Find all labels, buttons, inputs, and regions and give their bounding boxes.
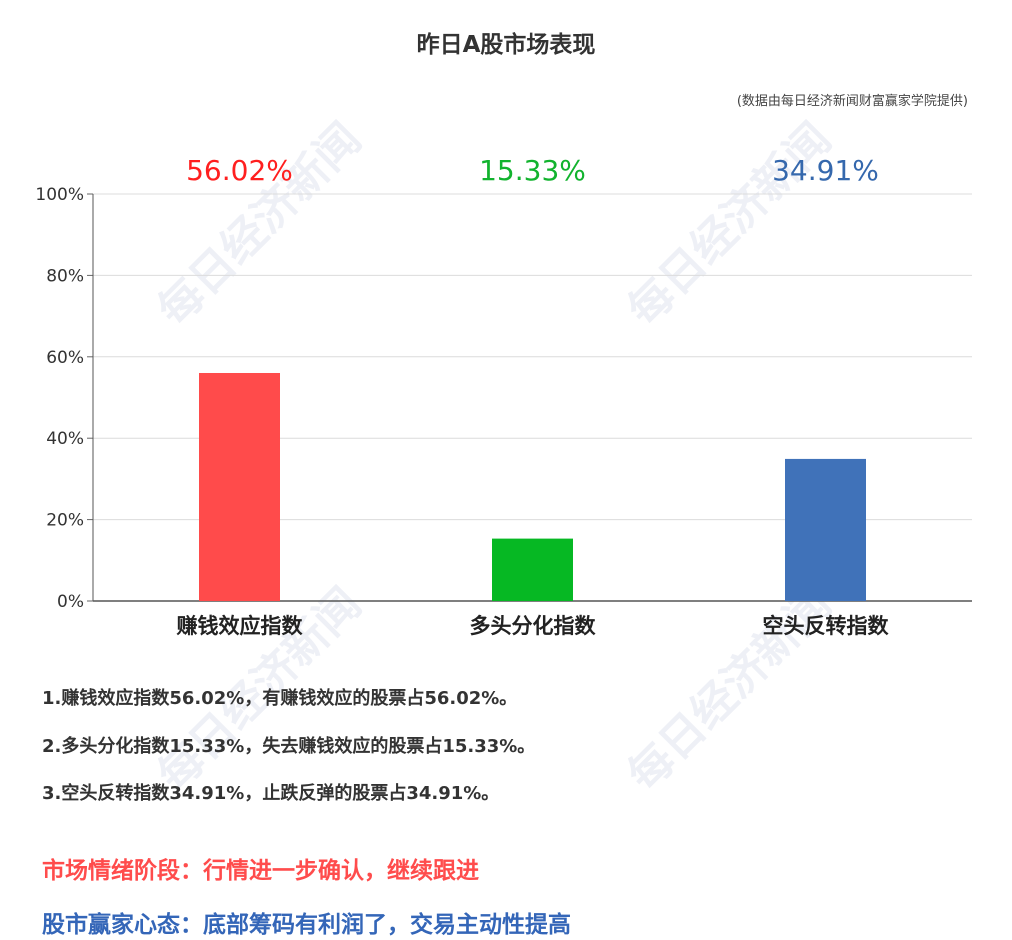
bars — [199, 372, 866, 601]
bar-value-label: 34.91% — [772, 154, 879, 187]
category-label: 赚钱效应指数 — [177, 614, 304, 638]
bar — [785, 458, 866, 601]
x-axis-labels: 赚钱效应指数 多头分化指数 空头反转指数 — [177, 614, 890, 638]
note-line-1: 1.赚钱效应指数56.02%，有赚钱效应的股票占56.02%。 — [42, 688, 518, 709]
y-tick-label: 0% — [57, 592, 84, 612]
watermark-text: 每日经济新闻 — [618, 578, 841, 801]
bar — [492, 538, 573, 601]
chart-title: 昨日A股市场表现 — [417, 31, 596, 58]
category-label: 多头分化指数 — [470, 614, 597, 638]
market-sentiment-stage: 市场情绪阶段：行情进一步确认，继续跟进 — [42, 858, 479, 884]
y-tick-label: 100% — [35, 185, 84, 205]
watermark-text: 每日经济新闻 — [618, 113, 841, 336]
bar-value-label: 15.33% — [479, 154, 586, 187]
note-line-2: 2.多头分化指数15.33%，失去赚钱效应的股票占15.33%。 — [42, 736, 536, 757]
y-tick-label: 80% — [46, 266, 84, 286]
winner-mindset: 股市赢家心态：底部筹码有利润了，交易主动性提高 — [42, 912, 571, 938]
note-line-3: 3.空头反转指数34.91%，止跌反弹的股票占34.91%。 — [42, 783, 500, 804]
value-labels: 56.02% 15.33% 34.91% — [186, 154, 879, 187]
y-tick-label: 40% — [46, 429, 84, 449]
y-tick-label: 60% — [46, 348, 84, 368]
watermark-text: 每日经济新闻 — [148, 113, 371, 336]
y-tick-label: 20% — [46, 511, 84, 531]
category-label: 空头反转指数 — [763, 614, 890, 638]
bar — [199, 372, 280, 601]
source-note: (数据由每日经济新闻财富赢家学院提供) — [737, 93, 968, 109]
bar-value-label: 56.02% — [186, 154, 293, 187]
